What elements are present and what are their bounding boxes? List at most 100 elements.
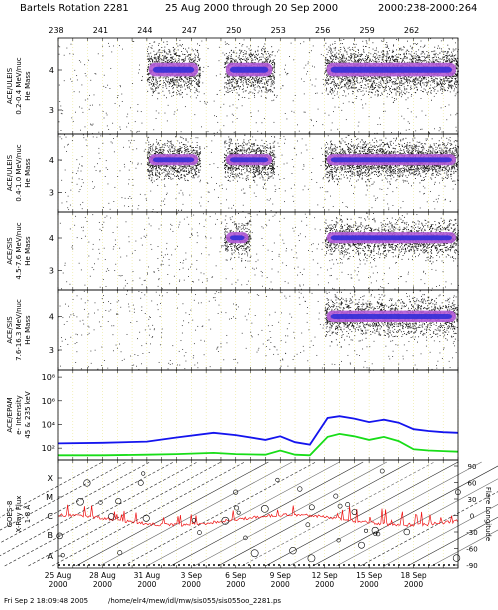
data-point [406, 78, 408, 80]
data-point [365, 46, 367, 48]
data-point [378, 84, 380, 85]
data-point [441, 84, 443, 86]
data-point [270, 60, 272, 62]
data-point [414, 55, 416, 57]
data-point [328, 46, 330, 48]
data-point [391, 85, 393, 87]
data-point [425, 78, 427, 80]
data-point [386, 59, 388, 61]
data-point [173, 53, 175, 55]
data-point [447, 52, 449, 54]
data-point [247, 83, 249, 85]
data-point [413, 80, 415, 82]
data-point [403, 53, 405, 55]
data-point [310, 79, 311, 81]
data-point [225, 73, 227, 75]
data-point [174, 84, 176, 86]
data-point [149, 58, 151, 60]
data-point [327, 59, 328, 60]
data-point [233, 89, 235, 91]
data-point [437, 47, 439, 49]
data-point [175, 53, 176, 55]
data-point [310, 118, 312, 120]
data-point [195, 137, 197, 139]
data-point [267, 89, 269, 91]
data-point [188, 80, 190, 82]
data-point [273, 71, 275, 73]
data-point [197, 81, 199, 83]
data-point [158, 77, 160, 79]
data-point [377, 56, 379, 58]
data-point [397, 76, 399, 78]
data-point [375, 52, 377, 54]
data-point [384, 89, 386, 91]
data-point [450, 62, 452, 63]
data-point [445, 55, 447, 56]
data-point [363, 60, 365, 62]
data-point [151, 95, 153, 97]
data-point [269, 59, 271, 61]
data-point [95, 169, 97, 171]
data-point [403, 46, 405, 48]
data-point [147, 53, 149, 55]
data-point [186, 85, 188, 87]
data-point [326, 48, 328, 50]
data-point [153, 57, 155, 59]
data-point [177, 45, 179, 47]
data-point [330, 87, 332, 89]
data-point [176, 87, 178, 89]
data-point [164, 185, 166, 187]
data-point [386, 60, 388, 62]
data-point [137, 162, 139, 164]
data-point [327, 59, 329, 61]
data-point [327, 59, 329, 61]
data-point [324, 112, 326, 114]
data-point [447, 90, 449, 92]
data-point [146, 74, 148, 75]
data-point [382, 40, 384, 42]
data-point [201, 40, 203, 42]
data-point [263, 86, 264, 88]
data-point [330, 60, 332, 62]
data-point [423, 84, 425, 86]
data-point [345, 85, 347, 87]
data-point [357, 54, 359, 56]
data-point [448, 58, 450, 60]
data-point [270, 79, 272, 80]
data-point [89, 94, 90, 96]
data-point [431, 79, 433, 81]
data-point [428, 52, 430, 54]
data-point [449, 91, 451, 93]
data-point [378, 77, 380, 79]
data-point [81, 156, 83, 158]
data-point [332, 92, 334, 94]
data-point [341, 80, 342, 82]
data-point [455, 130, 457, 132]
data-point [137, 208, 139, 210]
data-point [404, 88, 405, 90]
data-point [393, 87, 395, 89]
data-point [353, 43, 355, 45]
data-point [224, 62, 226, 64]
data-point [401, 80, 403, 82]
data-point [152, 209, 154, 210]
data-point [151, 57, 153, 59]
data-point [444, 198, 446, 200]
data-point [250, 56, 252, 58]
data-point [439, 82, 441, 84]
data-point [405, 80, 407, 82]
data-point [154, 57, 156, 59]
data-point [183, 85, 185, 87]
data-point [344, 84, 345, 86]
data-point [273, 82, 275, 84]
data-point [237, 57, 239, 59]
data-point [58, 121, 60, 123]
data-point [362, 45, 364, 47]
data-point [191, 60, 193, 62]
data-point [102, 110, 104, 112]
data-point [338, 49, 340, 51]
data-point [437, 84, 439, 86]
data-point [357, 49, 359, 51]
data-point [389, 80, 391, 82]
data-point [119, 170, 121, 172]
